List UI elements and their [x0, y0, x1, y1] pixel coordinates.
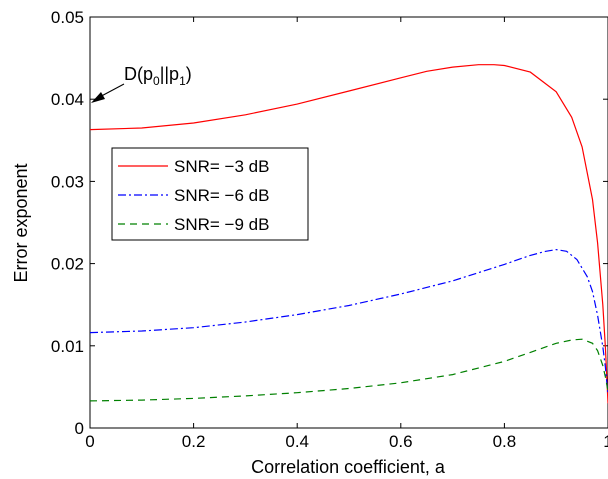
x-tick-label: 0.2: [182, 432, 206, 451]
x-tick-label: 0.8: [493, 432, 517, 451]
annotation-label: D(p0||p1): [124, 64, 192, 88]
annotation-subscript-0: 0: [153, 74, 160, 88]
legend-box: [111, 147, 309, 241]
x-axis-label: Correlation coefficient, a: [251, 457, 446, 477]
annotation-arrow-head: [91, 92, 105, 103]
legend-label: SNR= −6 dB: [174, 186, 269, 205]
x-tick-label: 0: [85, 432, 94, 451]
legend: SNR= −3 dB SNR= −6 dB SNR= −9 dB: [111, 147, 309, 241]
y-axis-label: Error exponent: [11, 163, 31, 282]
y-tick-label: 0: [75, 419, 84, 438]
y-tick-label: 0.04: [51, 90, 84, 109]
y-tick-label: 0.01: [51, 337, 84, 356]
legend-label: SNR= −9 dB: [174, 215, 269, 234]
x-tick-label: 0.4: [285, 432, 309, 451]
series-line: [89, 248, 608, 396]
series-line: [89, 64, 608, 404]
annotation-group: D(p0||p1): [91, 64, 192, 103]
annotation-subscript-1: 1: [179, 74, 186, 88]
legend-label: SNR= −3 dB: [174, 157, 269, 176]
series-layer: [89, 64, 608, 404]
y-tick-label: 0.05: [51, 8, 84, 27]
x-tick-label: 1: [603, 432, 608, 451]
y-tick-label: 0.02: [51, 255, 84, 274]
series-line: [89, 338, 608, 402]
x-tick-label: 0.6: [389, 432, 413, 451]
y-tick-label: 0.03: [51, 172, 84, 191]
axis-ticks: 0 0.2 0.4 0.6 0.8 1 0 0.01 0.02 0.03 0.04 0.05: [51, 8, 608, 451]
